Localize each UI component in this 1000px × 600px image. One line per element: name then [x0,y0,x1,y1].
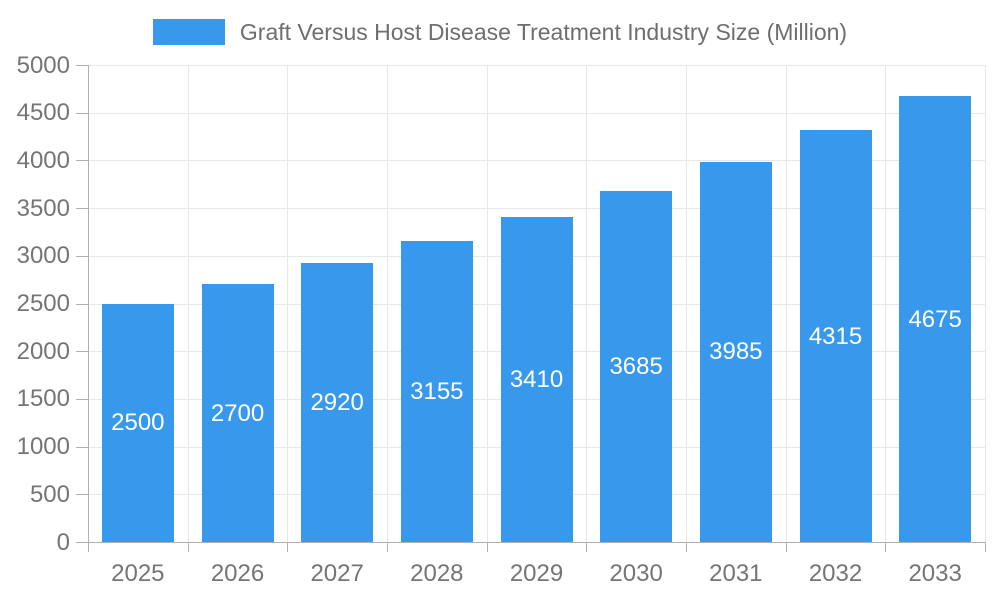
y-tick [76,112,88,114]
bar-value-label: 4315 [808,322,863,350]
bar-2029[interactable] [500,216,573,542]
x-gridline [785,65,787,542]
x-axis-label: 2028 [410,560,464,587]
bar-value-label: 2920 [310,389,364,417]
x-axis-line [88,542,985,543]
y-gridline [88,112,985,114]
y-axis-label: 2500 [16,290,70,317]
y-axis-label: 3500 [16,194,70,222]
y-gridline [88,65,985,66]
x-axis-label: 2026 [210,560,265,587]
y-tick [76,398,88,400]
x-tick [187,542,189,552]
bar-value-label: 3410 [509,365,564,393]
y-tick [76,542,88,543]
y-tick [76,208,88,210]
x-tick [985,542,986,552]
bar-2025[interactable] [101,303,174,542]
x-axis-label: 2025 [111,560,165,587]
x-axis-label: 2027 [310,560,364,587]
x-gridline [287,65,289,542]
x-tick [586,542,588,552]
y-axis-label: 4000 [16,146,70,174]
bar-2027[interactable] [301,263,374,542]
x-axis-label: 2029 [509,560,564,587]
bar-value-label: 2500 [111,409,165,437]
x-axis-label: 2031 [709,560,763,587]
y-axis-label: 1500 [16,385,70,413]
y-tick [76,255,88,257]
x-axis-label: 2030 [609,560,663,587]
y-axis-label: 4500 [16,99,70,127]
bar-2033[interactable] [899,96,972,542]
x-axis-label: 2032 [808,560,863,587]
bar-value-label: 2700 [210,399,265,427]
x-gridline [885,65,887,542]
bar-2032[interactable] [799,130,872,542]
bar-value-label: 4675 [908,305,962,333]
y-axis-label: 1000 [16,433,70,461]
x-gridline [586,65,588,542]
y-gridline [88,160,985,162]
y-tick [76,303,88,305]
x-tick [785,542,787,552]
legend-label: Graft Versus Host Disease Treatment Indu… [239,18,848,45]
y-tick [76,351,88,353]
y-axis-label: 3000 [16,242,70,270]
bar-2030[interactable] [600,190,673,542]
bar-2026[interactable] [201,284,274,542]
y-axis-label: 2000 [16,337,70,365]
y-axis-line [88,65,89,542]
x-gridline [187,65,189,542]
x-tick [885,542,887,552]
bar-2031[interactable] [699,161,772,542]
bar-value-label: 3155 [410,378,464,405]
y-tick [76,446,88,448]
y-axis-label: 0 [56,528,70,556]
x-tick [88,542,89,552]
x-tick [287,542,289,552]
x-gridline [985,65,986,542]
legend-item[interactable]: Graft Versus Host Disease Treatment Indu… [0,16,1000,48]
y-tick [76,65,88,66]
x-gridline [686,65,687,542]
x-gridline [387,65,388,542]
x-gridline [486,65,488,542]
y-gridline [88,208,985,210]
bar-value-label: 3985 [709,338,763,366]
bar-value-label: 3685 [609,352,663,380]
x-tick [686,542,687,552]
y-axis-label: 5000 [16,51,70,79]
y-tick [76,160,88,162]
x-tick [387,542,388,552]
legend-swatch-icon [152,19,225,45]
x-tick [486,542,488,552]
y-tick [76,494,88,496]
x-axis-label: 2033 [908,560,962,587]
bar-2028[interactable] [400,241,473,542]
y-axis-label: 500 [29,480,70,508]
